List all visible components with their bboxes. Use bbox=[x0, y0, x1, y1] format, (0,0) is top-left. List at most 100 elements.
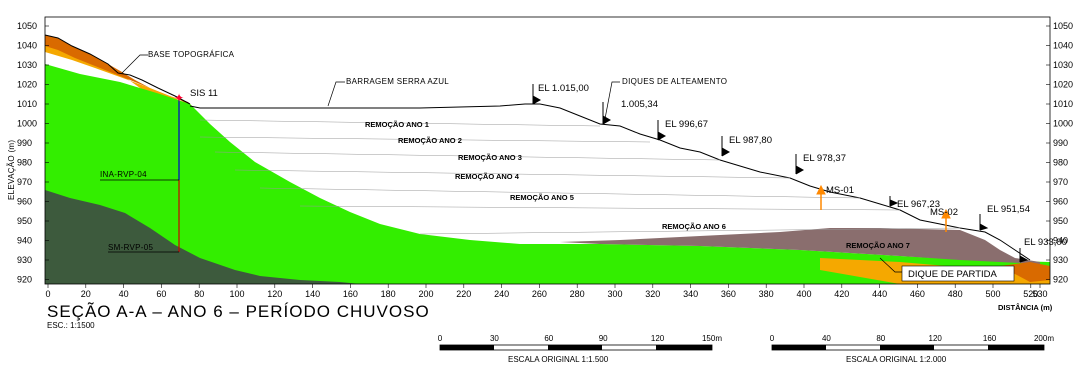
removal-label-1: REMOÇÃO ANO 1 bbox=[365, 120, 429, 129]
label-ms01: MS-01 bbox=[826, 185, 854, 196]
y-axis-right: 1050 1040 1030 1020 1010 1000 990 980 970 960 950 9… bbox=[1046, 21, 1073, 285]
label-sm: SM-RVP-05 bbox=[108, 243, 153, 252]
label-sis11: SIS 11 bbox=[190, 88, 218, 99]
y-tick-right: 970 bbox=[1053, 177, 1068, 187]
y-tick-left: 1030 bbox=[17, 60, 37, 70]
scale-tick: 80 bbox=[876, 334, 885, 343]
el-label-4: EL 987,80 bbox=[729, 135, 772, 146]
scale-note: ESC.: 1:1500 bbox=[47, 321, 95, 330]
el-label-2: 1.005,34 bbox=[621, 99, 658, 110]
x-tick: 500 bbox=[985, 289, 1000, 299]
x-tick: 120 bbox=[267, 289, 282, 299]
dam-crest-line bbox=[189, 103, 1031, 261]
removal-label-3: REMOÇÃO ANO 3 bbox=[458, 153, 522, 162]
y-tick-right: 980 bbox=[1053, 158, 1068, 168]
scale-tick: 160 bbox=[983, 334, 997, 343]
y-tick-left: 980 bbox=[17, 158, 32, 168]
y-tick-right: 940 bbox=[1053, 236, 1068, 246]
scale-bar-2000-caption: ESCALA ORIGINAL 1:2.000 bbox=[846, 355, 947, 364]
el-label-1: EL 1.015,00 bbox=[538, 83, 589, 94]
x-tick: 520 bbox=[1023, 289, 1038, 299]
label-barragem: BARRAGEM SERRA AZUL bbox=[346, 77, 449, 86]
x-tick: 440 bbox=[872, 289, 887, 299]
x-tick: 200 bbox=[418, 289, 433, 299]
y-tick-right: 930 bbox=[1053, 255, 1068, 265]
plot-frame bbox=[44, 16, 1051, 285]
x-tick: 380 bbox=[759, 289, 774, 299]
scale-tick: 120 bbox=[929, 334, 943, 343]
label-dique-partida: DIQUE DE PARTIDA bbox=[908, 269, 998, 280]
y-tick-right: 1000 bbox=[1053, 119, 1073, 129]
scale-tick: 30 bbox=[490, 334, 499, 343]
x-tick: 530 bbox=[1032, 289, 1047, 299]
green-body bbox=[45, 64, 1050, 284]
y-tick-right: 960 bbox=[1053, 197, 1068, 207]
tailings-mauve bbox=[560, 228, 1040, 264]
section-title: SEÇÃO A-A – ANO 6 – PERÍODO CHUVOSO bbox=[47, 302, 430, 321]
el-label-3: EL 996,67 bbox=[665, 119, 708, 130]
y-axis-label: ELEVAÇÃO (m) bbox=[7, 140, 16, 200]
x-tick: 80 bbox=[194, 289, 204, 299]
x-tick: 240 bbox=[494, 289, 509, 299]
x-axis-label: DISTÂNCIA (m) bbox=[998, 303, 1053, 312]
removal-lines bbox=[199, 119, 961, 235]
x-tick: 300 bbox=[607, 289, 622, 299]
x-tick: 140 bbox=[305, 289, 320, 299]
y-tick-left: 920 bbox=[17, 275, 32, 285]
scale-bar-2000: 0 40 80 120 160 200m ESCALA ORIGINAL 1:2.000 bbox=[770, 334, 1055, 364]
label-ina: INA-RVP-04 bbox=[100, 170, 147, 179]
y-tick-right: 1030 bbox=[1053, 60, 1073, 70]
x-tick: 20 bbox=[81, 289, 91, 299]
y-tick-right: 1040 bbox=[1053, 41, 1073, 51]
el-label-5: EL 978,37 bbox=[803, 153, 846, 164]
removal-label-7: REMOÇÃO ANO 7 bbox=[846, 241, 910, 250]
y-tick-right: 1010 bbox=[1053, 99, 1073, 109]
x-tick: 340 bbox=[683, 289, 698, 299]
y-tick-left: 1050 bbox=[17, 21, 37, 31]
x-tick: 260 bbox=[532, 289, 547, 299]
x-tick: 180 bbox=[381, 289, 396, 299]
y-tick-left: 970 bbox=[17, 177, 32, 187]
profile-lines bbox=[44, 34, 1031, 261]
removal-label-4: REMOÇÃO ANO 4 bbox=[455, 172, 520, 181]
dark-orange-layer bbox=[45, 35, 192, 106]
x-tick: 40 bbox=[119, 289, 129, 299]
y-tick-left: 1040 bbox=[17, 41, 37, 51]
y-tick-right: 1050 bbox=[1053, 21, 1073, 31]
x-axis: 0 20 40 60 80 100 120 140 160 180 200 220 240 260 280 3… bbox=[45, 284, 1048, 299]
el-label-6: EL 967,23 bbox=[897, 199, 940, 210]
removal-label-2: REMOÇÃO ANO 2 bbox=[398, 136, 462, 145]
scale-tick: 0 bbox=[438, 334, 443, 343]
x-tick: 60 bbox=[156, 289, 166, 299]
y-tick-left: 930 bbox=[17, 255, 32, 265]
x-tick: 220 bbox=[456, 289, 471, 299]
scale-bar-1500-caption: ESCALA ORIGINAL 1:1.500 bbox=[508, 355, 609, 364]
x-tick: 100 bbox=[229, 289, 244, 299]
dique-partida-box bbox=[901, 265, 1015, 282]
sis11-marker: ✦ bbox=[174, 91, 184, 105]
x-tick: 0 bbox=[45, 289, 50, 299]
el-label-8: EL 933,00 bbox=[1024, 237, 1067, 248]
x-tick: 400 bbox=[796, 289, 811, 299]
y-tick-right: 920 bbox=[1053, 275, 1068, 285]
y-axis-left: 1050 1040 1030 1020 1010 1000 990 980 970 960 950 9… bbox=[17, 21, 49, 285]
removal-label-5: REMOÇÃO ANO 5 bbox=[510, 193, 574, 202]
y-tick-left: 990 bbox=[17, 138, 32, 148]
x-tick: 480 bbox=[948, 289, 963, 299]
el-markers bbox=[532, 84, 1029, 263]
scale-tick: 200m bbox=[1034, 334, 1054, 343]
el-label-7: EL 951,54 bbox=[987, 204, 1030, 215]
y-tick-left: 960 bbox=[17, 197, 32, 207]
y-tick-right: 950 bbox=[1053, 216, 1068, 226]
x-tick: 280 bbox=[570, 289, 585, 299]
x-tick: 320 bbox=[645, 289, 660, 299]
y-tick-left: 1000 bbox=[17, 119, 37, 129]
label-ms02: MS-02 bbox=[930, 207, 958, 218]
scale-tick: 60 bbox=[544, 334, 553, 343]
scale-tick: 150m bbox=[702, 334, 722, 343]
scale-bar-1500: 0 30 60 90 120 150m ESCALA ORIGINAL 1:1.500 bbox=[438, 334, 723, 364]
scale-tick: 40 bbox=[822, 334, 831, 343]
scale-tick: 120 bbox=[651, 334, 665, 343]
scale-tick: 90 bbox=[599, 334, 608, 343]
scale-tick: 0 bbox=[770, 334, 775, 343]
